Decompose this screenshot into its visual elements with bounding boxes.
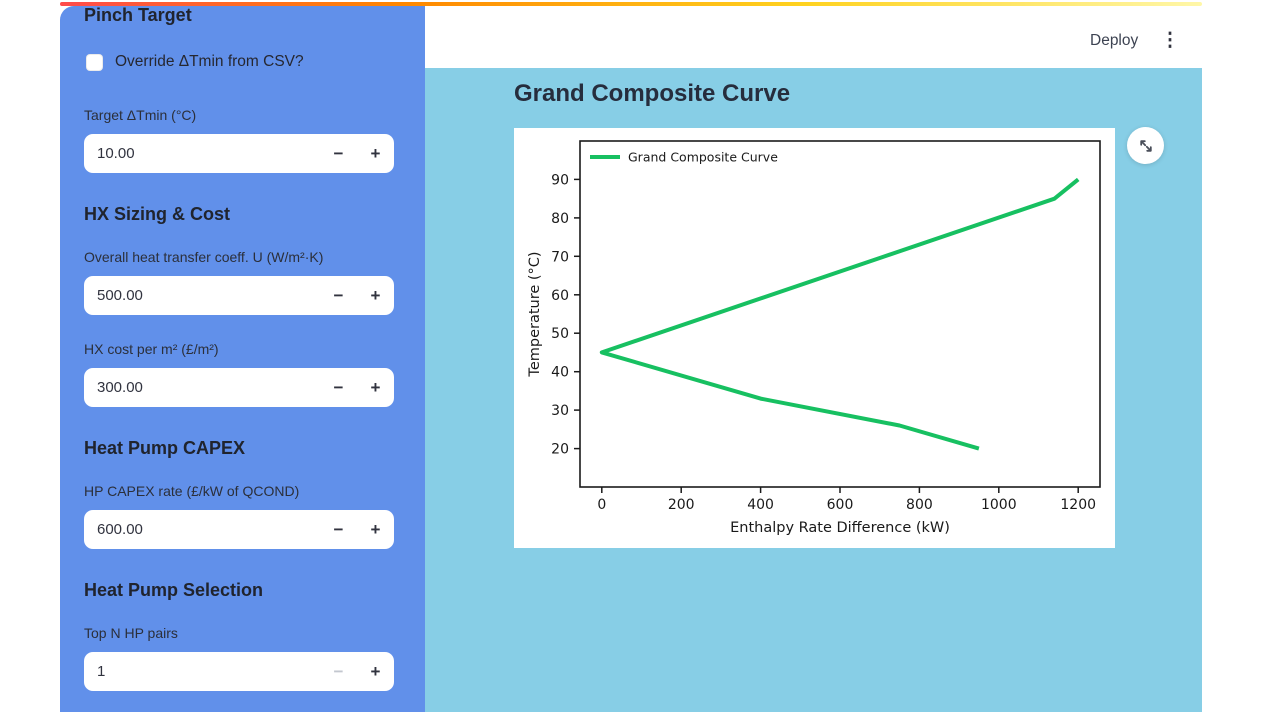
- svg-text:400: 400: [747, 497, 774, 513]
- expand-arrows-icon: [1139, 139, 1152, 152]
- gcc-chart-svg: 0 200 400 600 800 1000 1200 20 30 40 50 60 70 80 90 Ent…: [527, 140, 1101, 536]
- svg-text:1000: 1000: [981, 497, 1017, 513]
- target-dtmin-input[interactable]: 10.00 − +: [84, 134, 394, 173]
- svg-text:50: 50: [551, 326, 569, 342]
- override-dtmin-checkbox-row[interactable]: Override ΔTmin from CSV?: [84, 52, 394, 72]
- section-heading-heat-pump-capex: Heat Pump CAPEX: [84, 438, 246, 458]
- field-value: 500.00: [97, 287, 143, 304]
- gcc-chart: 0 200 400 600 800 1000 1200 20 30 40 50 60 70 80 90 Ent…: [514, 128, 1115, 548]
- increment-button[interactable]: +: [370, 662, 381, 681]
- decrement-button[interactable]: −: [333, 378, 344, 397]
- increment-button[interactable]: +: [370, 520, 381, 539]
- svg-text:30: 30: [551, 403, 569, 419]
- heat-transfer-coeff-label: Overall heat transfer coeff. U (W/m²·K): [84, 249, 324, 265]
- top-decoration-bar: [60, 2, 1202, 6]
- svg-text:40: 40: [551, 365, 569, 381]
- decrement-button[interactable]: −: [333, 286, 344, 305]
- svg-text:800: 800: [906, 497, 933, 513]
- field-value: 600.00: [97, 521, 143, 538]
- field-value: 1: [97, 663, 106, 680]
- svg-text:Grand Composite Curve: Grand Composite Curve: [628, 150, 778, 165]
- decrement-button[interactable]: −: [333, 144, 344, 163]
- increment-button[interactable]: +: [370, 144, 381, 163]
- svg-text:60: 60: [551, 288, 569, 304]
- decrement-button[interactable]: −: [333, 520, 344, 539]
- checkbox-icon[interactable]: [86, 53, 103, 71]
- hx-cost-input[interactable]: 300.00 − +: [84, 368, 394, 407]
- section-heading-hx-sizing: HX Sizing & Cost: [84, 204, 231, 224]
- svg-text:1200: 1200: [1060, 497, 1096, 513]
- hp-capex-rate-label: HP CAPEX rate (£/kW of QCOND): [84, 483, 300, 499]
- section-heading-heat-pump-selection: Heat Pump Selection: [84, 580, 264, 600]
- sidebar: Pinch Target Override ΔTmin from CSV? Ta…: [60, 5, 425, 712]
- svg-text:20: 20: [551, 442, 569, 458]
- hp-capex-rate-input[interactable]: 600.00 − +: [84, 510, 394, 549]
- svg-text:Enthalpy Rate Difference (kW): Enthalpy Rate Difference (kW): [730, 520, 950, 536]
- target-dtmin-label: Target ΔTmin (°C): [84, 107, 197, 123]
- increment-button[interactable]: +: [370, 286, 381, 305]
- decrement-button: −: [333, 662, 344, 681]
- top-n-hp-pairs-label: Top N HP pairs: [84, 625, 178, 641]
- svg-text:Temperature (°C): Temperature (°C): [527, 251, 543, 377]
- svg-text:600: 600: [827, 497, 854, 513]
- heat-transfer-coeff-input[interactable]: 500.00 − +: [84, 276, 394, 315]
- main-content: Grand Composite Curve 0 200 400 600 800 1000 1…: [425, 68, 1202, 712]
- field-value: 300.00: [97, 379, 143, 396]
- deploy-button[interactable]: Deploy: [1090, 32, 1139, 49]
- svg-text:80: 80: [551, 211, 569, 227]
- field-value: 10.00: [97, 145, 135, 162]
- fullscreen-expand-button[interactable]: [1127, 127, 1164, 164]
- svg-text:200: 200: [668, 497, 695, 513]
- overflow-menu-icon[interactable]: ⋮: [1160, 30, 1180, 51]
- increment-button[interactable]: +: [370, 378, 381, 397]
- section-heading-pinch-target: Pinch Target: [84, 5, 192, 25]
- checkbox-label: Override ΔTmin from CSV?: [115, 53, 304, 70]
- svg-text:0: 0: [597, 497, 606, 513]
- hx-cost-label: HX cost per m² (£/m²): [84, 341, 219, 357]
- top-n-hp-pairs-input[interactable]: 1 − +: [84, 652, 394, 691]
- page-title: Grand Composite Curve: [514, 80, 791, 107]
- svg-text:90: 90: [551, 172, 569, 188]
- svg-text:70: 70: [551, 249, 569, 265]
